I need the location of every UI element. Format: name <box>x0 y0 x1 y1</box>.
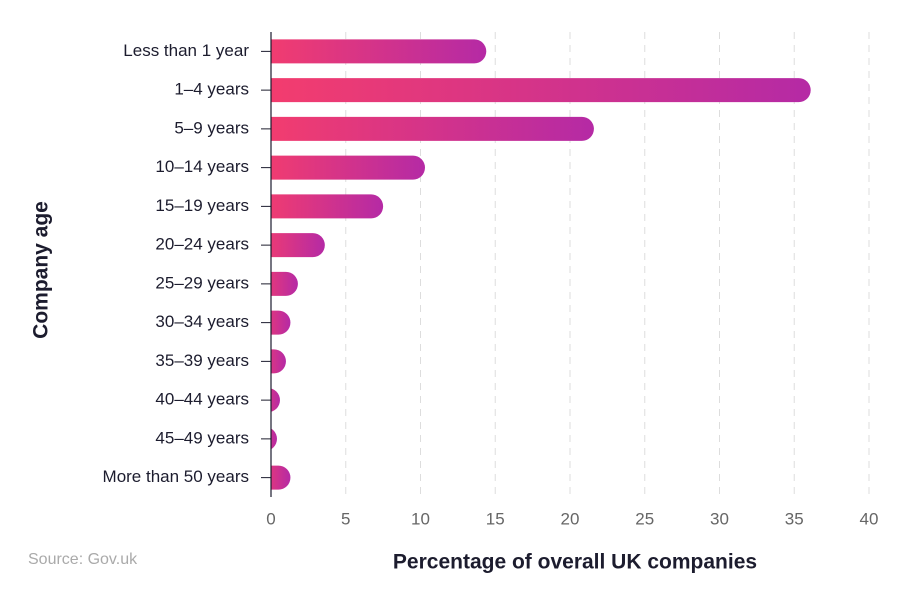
x-tick-label: 20 <box>561 509 580 528</box>
bar <box>271 194 384 219</box>
bar <box>271 155 425 180</box>
y-tick-label: 10–14 years <box>155 157 249 176</box>
x-tick-label: 40 <box>860 509 879 528</box>
bar <box>271 78 811 103</box>
source: Source: Gov.uk <box>28 551 138 568</box>
x-tick-label: 0 <box>266 509 275 528</box>
y-tick-label: 15–19 years <box>155 196 249 215</box>
bar <box>271 465 291 490</box>
y-tick-label: 40–44 years <box>155 390 249 409</box>
y-tick-label: 25–29 years <box>155 273 249 292</box>
x-tick-label: 15 <box>486 509 505 528</box>
bar <box>271 39 487 64</box>
y-tick-label: 1–4 years <box>174 80 249 99</box>
x-tick-label: 5 <box>341 509 350 528</box>
y-tick-label: More than 50 years <box>103 467 249 486</box>
bar <box>271 271 298 296</box>
x-tick-label: 25 <box>635 509 654 528</box>
y-axis-title: Company age <box>30 201 53 339</box>
y-tick-label: 20–24 years <box>155 235 249 254</box>
y-tick-label: 5–9 years <box>174 118 249 137</box>
x-tick-label: 30 <box>710 509 729 528</box>
x-tick-label: 10 <box>411 509 430 528</box>
bar <box>271 310 291 335</box>
y-tick-label: Less than 1 year <box>123 41 249 60</box>
bar <box>271 349 286 374</box>
y-tick-label: 45–49 years <box>155 428 249 447</box>
x-axis-title: Percentage of overall UK companies <box>393 551 757 574</box>
bar <box>271 233 325 258</box>
bar <box>271 116 594 141</box>
bar <box>271 428 277 450</box>
y-tick-label: 35–39 years <box>155 351 249 370</box>
x-tick-label: 35 <box>785 509 804 528</box>
bar <box>271 388 280 412</box>
y-tick-label: 30–34 years <box>155 312 249 331</box>
